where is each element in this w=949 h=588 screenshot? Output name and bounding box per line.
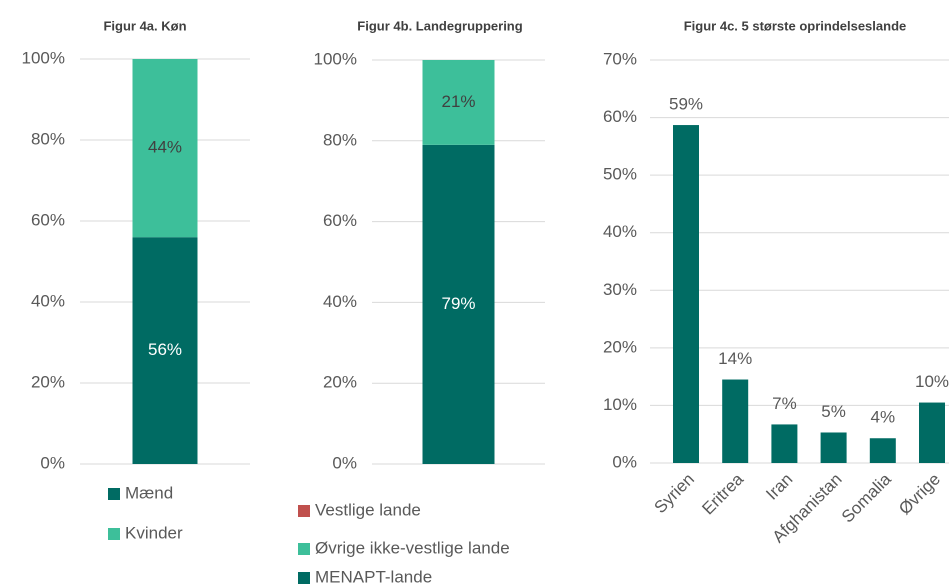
- y-tick-label: 10%: [603, 395, 637, 414]
- y-tick-label: 100%: [22, 48, 65, 67]
- value-label: 56%: [148, 340, 182, 359]
- legend-swatch: [298, 505, 310, 517]
- bar-segment: [132, 59, 198, 238]
- bar: [673, 125, 699, 463]
- y-tick-label: 50%: [603, 165, 637, 184]
- y-tick-label: 70%: [603, 49, 637, 68]
- y-tick-label: 40%: [603, 222, 637, 241]
- value-label: 59%: [669, 95, 703, 114]
- y-tick-label: 60%: [603, 107, 637, 126]
- value-label: 7%: [772, 394, 797, 413]
- y-tick-label: 40%: [31, 291, 65, 310]
- y-tick-label: 30%: [603, 280, 637, 299]
- x-tick-label: Somalia: [838, 469, 895, 526]
- y-tick-label: 0%: [40, 453, 65, 472]
- y-tick-label: 100%: [314, 49, 357, 68]
- chart-title: Figur 4a. Køn: [103, 18, 186, 33]
- legend-label: Mænd: [125, 483, 173, 502]
- chart-title: Figur 4b. Landegruppering: [357, 18, 522, 33]
- y-tick-label: 40%: [323, 292, 357, 311]
- legend-swatch: [298, 572, 310, 584]
- x-tick-label: Eritrea: [698, 469, 747, 518]
- y-tick-label: 60%: [323, 211, 357, 230]
- y-tick-label: 0%: [332, 453, 357, 472]
- y-tick-label: 80%: [323, 130, 357, 149]
- legend-swatch: [108, 488, 120, 500]
- legend-swatch: [298, 543, 310, 555]
- x-tick-label: Syrien: [650, 470, 698, 518]
- value-label: 10%: [915, 372, 949, 391]
- bar: [771, 424, 798, 463]
- value-label: 4%: [871, 408, 896, 427]
- bar-segment: [422, 144, 495, 464]
- bar-segment: [132, 237, 198, 464]
- y-tick-label: 0%: [612, 452, 637, 471]
- x-tick-label: Iran: [762, 470, 796, 504]
- value-label: 14%: [718, 349, 752, 368]
- y-tick-label: 80%: [31, 129, 65, 148]
- x-tick-label: Øvrige: [895, 470, 944, 519]
- value-label: 44%: [148, 138, 182, 157]
- bar: [919, 402, 945, 463]
- bar: [869, 438, 896, 463]
- bar: [722, 379, 749, 463]
- y-tick-label: 60%: [31, 210, 65, 229]
- chart-title: Figur 4c. 5 største oprindelseslande: [684, 18, 907, 33]
- legend-swatch: [108, 528, 120, 540]
- legend-label: Øvrige ikke-vestlige lande: [315, 538, 510, 557]
- y-tick-label: 20%: [31, 372, 65, 391]
- legend-label: MENAPT-lande: [315, 567, 432, 586]
- value-label: 21%: [441, 92, 475, 111]
- legend-label: Vestlige lande: [315, 500, 421, 519]
- value-label: 5%: [821, 402, 846, 421]
- bar: [820, 432, 847, 463]
- legend-label: Kvinder: [125, 523, 183, 542]
- y-tick-label: 20%: [323, 373, 357, 392]
- value-label: 79%: [441, 294, 475, 313]
- y-tick-label: 20%: [603, 337, 637, 356]
- bar-segment: [422, 60, 495, 145]
